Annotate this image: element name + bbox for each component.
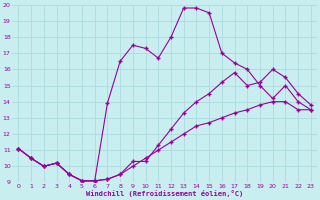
- X-axis label: Windchill (Refroidissement éolien,°C): Windchill (Refroidissement éolien,°C): [86, 190, 243, 197]
